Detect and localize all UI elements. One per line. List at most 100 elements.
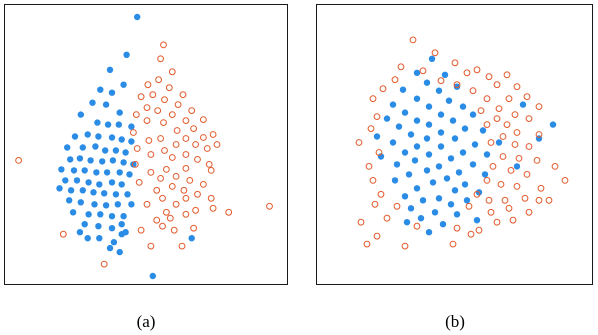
scatter-point-a-orange-71 bbox=[100, 260, 108, 268]
scatter-point-a-orange-6 bbox=[179, 91, 187, 99]
scatter-point-b-blue-8 bbox=[445, 97, 453, 104]
scatter-point-b-blue-46 bbox=[443, 175, 451, 182]
scatter-point-a-blue-62 bbox=[108, 213, 116, 220]
scatter-point-a-blue-55 bbox=[91, 201, 98, 208]
scatter-point-b-orange-53 bbox=[473, 190, 481, 198]
scatter-point-a-orange-22 bbox=[130, 129, 137, 136]
scatter-point-b-blue-30 bbox=[413, 143, 421, 150]
scatter-point-a-blue-56 bbox=[102, 202, 110, 209]
scatter-point-b-blue-14 bbox=[469, 111, 477, 118]
scatter-point-b-orange-59 bbox=[393, 202, 401, 210]
scatter-point-a-orange-34 bbox=[182, 151, 190, 158]
scatter-point-b-blue-64 bbox=[403, 219, 411, 226]
scatter-point-a-blue-31 bbox=[120, 159, 127, 166]
scatter-point-b-orange-67 bbox=[413, 222, 421, 230]
scatter-point-b-blue-3 bbox=[423, 79, 431, 86]
scatter-point-a-orange-23 bbox=[209, 131, 217, 138]
scatter-marks-b bbox=[355, 36, 569, 250]
scatter-point-a-orange-17 bbox=[182, 117, 190, 124]
scatter-point-a-orange-54 bbox=[182, 194, 190, 202]
scatter-point-b-blue-2 bbox=[441, 71, 449, 79]
scatter-point-b-blue-18 bbox=[425, 121, 433, 128]
scatter-point-b-orange-76 bbox=[401, 242, 409, 250]
scatter-point-a-orange-18 bbox=[143, 117, 151, 124]
scatter-point-a-blue-30 bbox=[109, 157, 117, 164]
scatter-point-b-blue-60 bbox=[453, 211, 461, 218]
scatter-point-a-orange-25 bbox=[182, 135, 190, 142]
scatter-point-b-orange-23 bbox=[511, 111, 519, 118]
scatter-point-a-blue-14 bbox=[84, 131, 91, 138]
scatter-point-a-orange-10 bbox=[174, 101, 182, 108]
scatter-point-a-blue-54 bbox=[77, 199, 85, 206]
scatter-point-a-orange-63 bbox=[166, 214, 174, 222]
scatter-point-b-blue-66 bbox=[519, 101, 527, 108]
scatter-point-b-orange-49 bbox=[513, 183, 521, 190]
scatter-point-b-blue-43 bbox=[455, 169, 463, 176]
scatter-point-b-orange-36 bbox=[525, 143, 533, 150]
scatter-point-a-blue-51 bbox=[112, 191, 120, 198]
scatter-point-a-blue-60 bbox=[85, 211, 92, 218]
scatter-point-a-orange-19 bbox=[160, 119, 167, 126]
scatter-point-a-orange-64 bbox=[153, 216, 161, 224]
scatter-point-a-orange-30 bbox=[213, 141, 221, 148]
scatter-point-b-orange-74 bbox=[449, 240, 457, 248]
scatter-point-b-orange-73 bbox=[363, 240, 371, 248]
scatter-point-b-blue-45 bbox=[481, 171, 489, 178]
scatter-point-a-orange-51 bbox=[153, 186, 161, 194]
scatter-point-b-orange-41 bbox=[365, 163, 373, 170]
scatter-point-b-blue-33 bbox=[459, 149, 467, 156]
scatter-point-a-blue-68 bbox=[76, 229, 84, 236]
scatter-point-a-blue-2 bbox=[106, 66, 114, 74]
scatter-point-a-orange-3 bbox=[155, 76, 163, 84]
scatter-point-a-blue-38 bbox=[116, 169, 123, 176]
scatter-point-a-orange-73 bbox=[137, 226, 145, 234]
scatter-point-a-blue-23 bbox=[102, 147, 109, 154]
scatter-point-b-blue-16 bbox=[413, 117, 421, 124]
scatter-point-b-orange-44 bbox=[523, 171, 531, 178]
scatter-point-b-orange-12 bbox=[493, 81, 501, 89]
scatter-point-b-orange-15 bbox=[469, 87, 477, 95]
scatter-point-a-blue-15 bbox=[95, 133, 102, 140]
scatter-point-a-orange-59 bbox=[192, 206, 200, 214]
scatter-point-b-orange-25 bbox=[493, 115, 501, 122]
scatter-point-b-orange-45 bbox=[551, 163, 559, 170]
scatter-point-b-orange-20 bbox=[495, 105, 503, 112]
scatter-point-a-blue-71 bbox=[110, 239, 118, 246]
scatter-point-b-orange-56 bbox=[521, 194, 529, 202]
scatter-point-b-blue-20 bbox=[461, 125, 469, 132]
scatter-point-a-blue-41 bbox=[73, 177, 81, 184]
scatter-point-a-blue-4 bbox=[97, 86, 104, 93]
scatter-point-b-orange-63 bbox=[525, 208, 533, 216]
scatter-point-a-orange-28 bbox=[192, 141, 200, 148]
scatter-point-a-blue-27 bbox=[76, 155, 84, 162]
scatter-point-a-blue-67 bbox=[118, 221, 125, 228]
scatter-point-a-orange-11 bbox=[188, 107, 196, 114]
scatter-point-b-blue-7 bbox=[413, 95, 421, 102]
scatter-point-a-blue-75 bbox=[188, 235, 195, 242]
scatter-point-a-orange-16 bbox=[200, 116, 207, 123]
scatter-point-a-orange-2 bbox=[168, 68, 176, 76]
scatter-point-b-orange-46 bbox=[369, 177, 377, 184]
panel-caption-a: (a) bbox=[137, 312, 156, 331]
scatter-point-a-orange-62 bbox=[182, 210, 190, 218]
scatter-point-a-blue-53 bbox=[66, 197, 73, 204]
scatter-point-a-blue-48 bbox=[79, 187, 87, 194]
scatter-point-a-orange-8 bbox=[137, 93, 145, 101]
scatter-point-a-blue-61 bbox=[97, 211, 104, 218]
scatter-point-b-blue-17 bbox=[449, 117, 457, 124]
scatter-point-a-orange-36 bbox=[168, 154, 176, 161]
scatter-point-a-orange-46 bbox=[157, 175, 165, 182]
scatter-point-a-orange-5 bbox=[165, 84, 173, 92]
scatter-point-b-orange-9 bbox=[391, 76, 399, 84]
plot-frame-b bbox=[316, 4, 593, 285]
scatter-point-a-blue-8 bbox=[116, 109, 123, 116]
scatter-point-b-blue-67 bbox=[513, 163, 521, 170]
scatter-point-a-orange-74 bbox=[163, 208, 170, 216]
scatter-point-a-blue-46 bbox=[56, 185, 63, 192]
scatter-point-b-blue-42 bbox=[423, 167, 431, 174]
scatter-point-b-orange-60 bbox=[465, 202, 473, 210]
scatter-point-a-blue-0 bbox=[134, 13, 141, 21]
scatter-point-a-blue-22 bbox=[92, 143, 99, 150]
scatter-point-a-orange-40 bbox=[182, 165, 190, 172]
scatter-point-b-blue-35 bbox=[483, 151, 491, 158]
